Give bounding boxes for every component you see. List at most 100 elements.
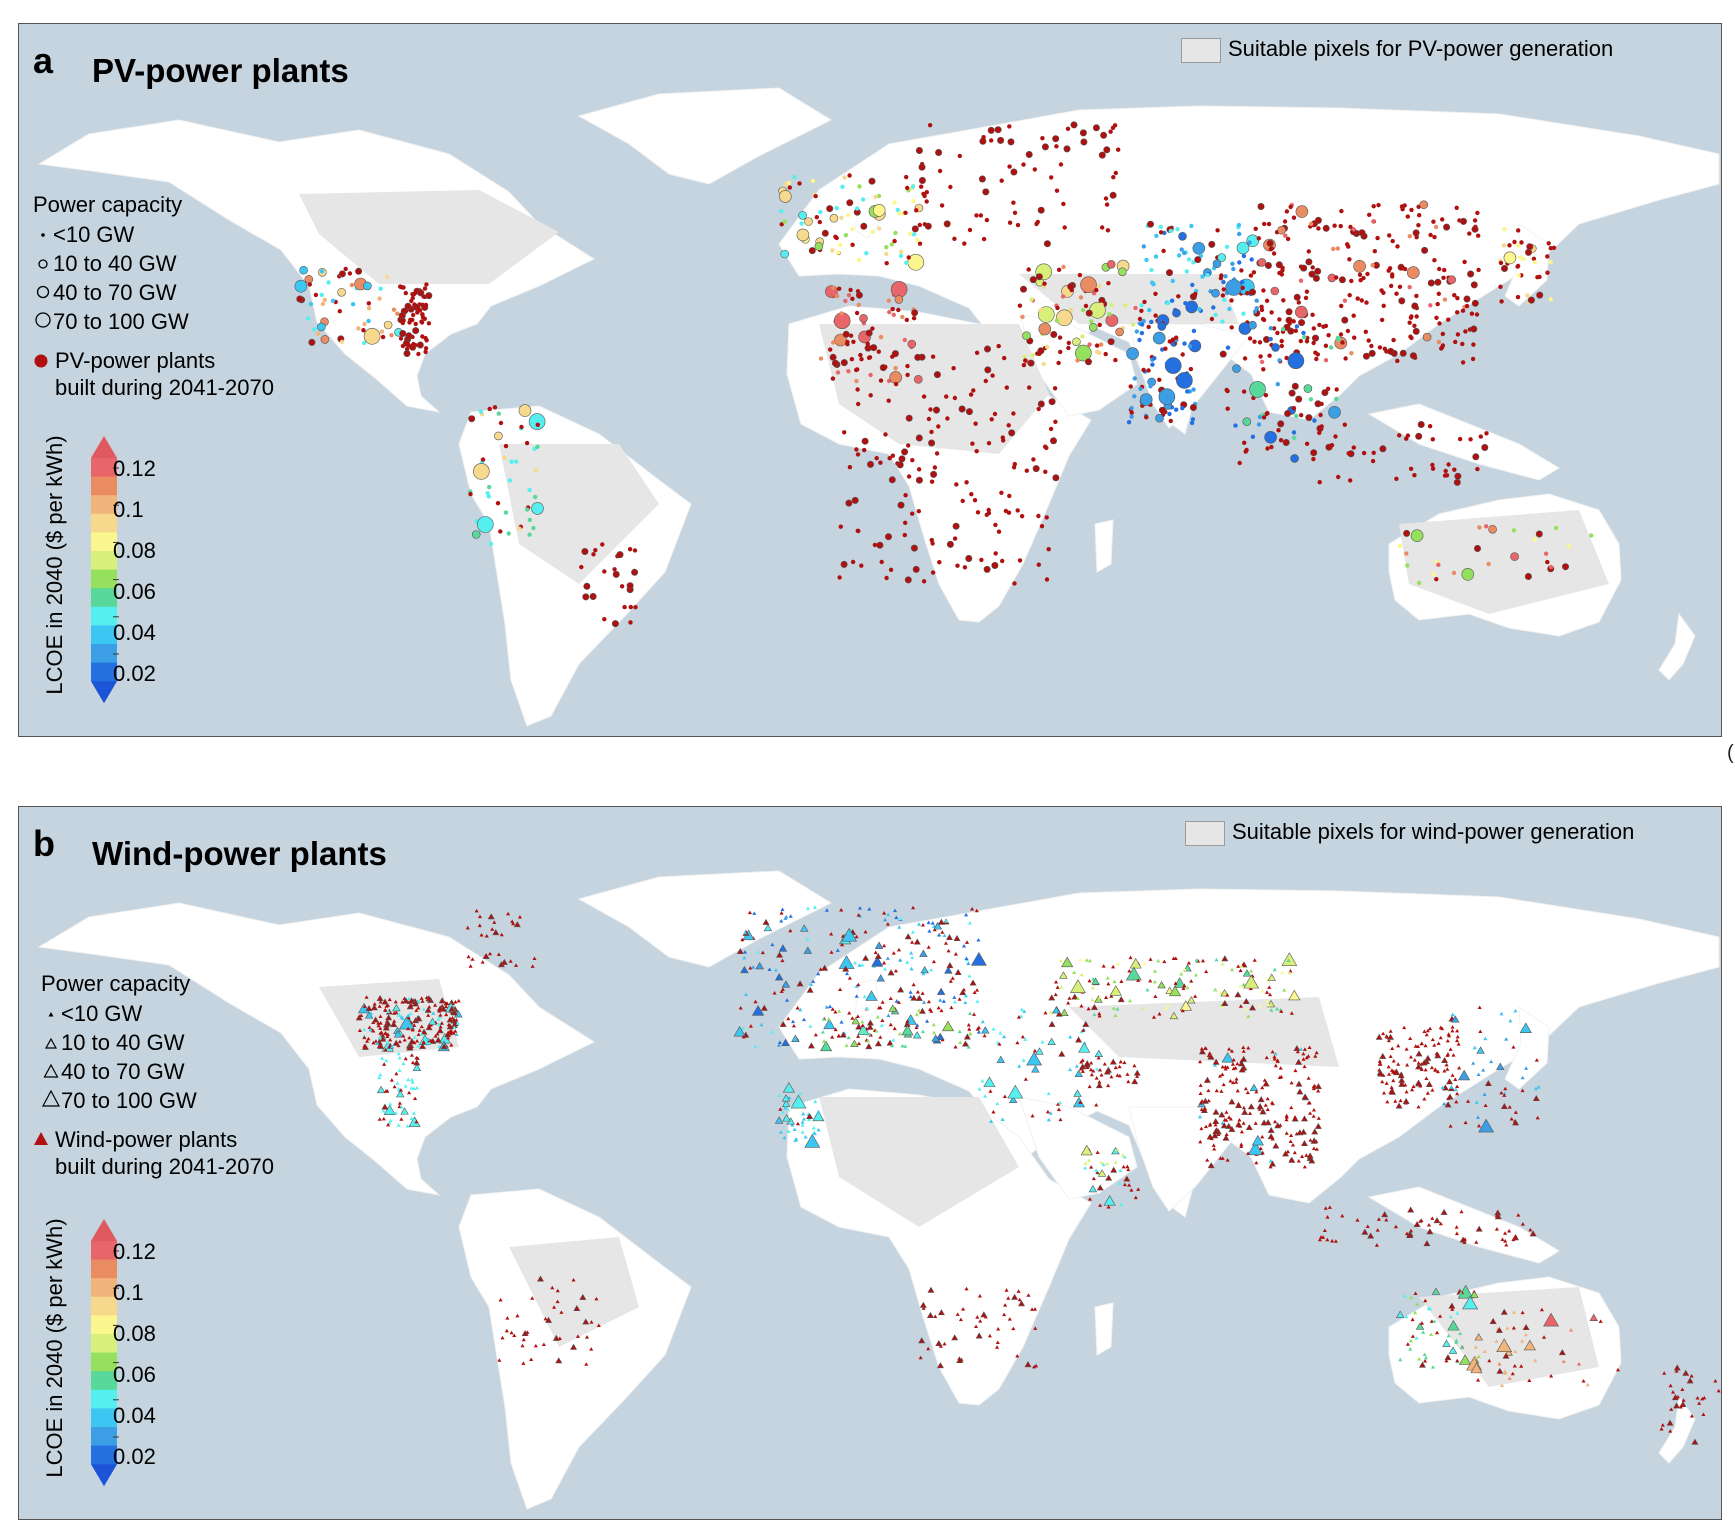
wind-plant-marker — [1212, 1108, 1220, 1115]
pv-plant-marker — [1146, 379, 1152, 385]
pv-plant-marker — [1363, 329, 1369, 334]
pv-plant-marker — [1298, 319, 1306, 327]
wind-plant-marker — [1008, 1095, 1018, 1103]
pv-plant-marker — [1021, 162, 1026, 167]
pv-plant-marker — [1109, 191, 1117, 199]
wind-plant-marker — [1495, 1326, 1503, 1333]
pv-plant-marker — [391, 307, 397, 312]
pv-plant-marker — [1308, 397, 1314, 402]
pv-plant-marker — [403, 290, 408, 296]
wind-plant-marker — [1524, 1066, 1529, 1070]
wind-plant-marker — [1440, 1208, 1448, 1215]
wind-plant-marker — [1455, 1084, 1460, 1089]
wind-plant-marker — [1484, 1080, 1492, 1087]
wind-plant-marker — [1234, 991, 1242, 998]
wind-plant-marker — [898, 958, 903, 962]
pv-plant-marker — [1174, 407, 1179, 412]
pv-plant-marker — [1148, 384, 1153, 389]
wind-plant-marker — [1103, 1068, 1111, 1075]
wind-plant-marker — [777, 1093, 782, 1097]
wind-plant-marker — [355, 1014, 363, 1021]
pv-plant-marker — [410, 295, 415, 301]
wind-plant-marker — [389, 1044, 395, 1049]
wind-plant-marker — [1198, 1083, 1203, 1087]
wind-plant-marker — [1431, 1287, 1441, 1295]
pv-plant-marker — [1434, 278, 1442, 286]
pv-plant-marker — [808, 247, 816, 255]
wind-plant-marker — [854, 934, 859, 939]
wind-plant-marker — [1304, 1153, 1309, 1157]
pv-plant-marker — [1062, 225, 1067, 230]
wind-plant-marker — [1136, 978, 1141, 982]
pv-plant-marker — [1129, 414, 1134, 419]
pv-plant-marker — [780, 249, 790, 259]
wind-plant-marker — [1568, 1328, 1574, 1332]
pv-plant-marker — [1031, 457, 1036, 462]
pv-plant-marker — [1237, 260, 1242, 265]
pv-plant-marker — [1189, 403, 1197, 411]
wind-plant-marker — [1513, 1008, 1518, 1013]
capacity-item: 10 to 40 GW — [33, 251, 177, 279]
pv-plant-marker — [1149, 267, 1154, 273]
wind-plant-marker — [1221, 955, 1229, 962]
wind-plant-marker — [1425, 1028, 1430, 1033]
wind-plant-marker — [1268, 1158, 1273, 1163]
wind-plant-marker — [969, 979, 977, 986]
pv-plant-marker — [1037, 347, 1045, 355]
pv-plant-marker — [1317, 430, 1322, 435]
wind-plant-marker — [1701, 1412, 1706, 1416]
wind-plant-marker — [1173, 981, 1178, 985]
pv-plant-marker — [514, 459, 519, 464]
pv-plant-marker — [887, 456, 892, 461]
pv-plant-marker — [1463, 295, 1471, 303]
wind-plant-marker — [796, 980, 804, 987]
pv-plant-marker — [1321, 389, 1329, 397]
wind-plant-marker — [1423, 1043, 1428, 1048]
pv-plant-marker — [308, 338, 316, 346]
wind-plant-marker — [1385, 1099, 1390, 1104]
pv-plant-marker — [1007, 124, 1012, 129]
wind-plant-marker — [378, 1031, 383, 1035]
wind-plant-marker — [1475, 1115, 1481, 1119]
pv-plant-marker — [1224, 244, 1230, 249]
pv-plant-marker — [1017, 303, 1023, 308]
pv-plant-marker — [967, 227, 973, 233]
wind-plant-marker — [1098, 995, 1103, 999]
pv-plant-marker — [1269, 444, 1274, 450]
wind-plant-marker — [1129, 957, 1142, 969]
suitable-pixels-area — [819, 1097, 1019, 1227]
wind-plant-marker — [763, 923, 773, 932]
wind-plant-marker — [865, 1038, 870, 1043]
wind-plant-marker — [1290, 1142, 1296, 1147]
pv-plant-marker — [1113, 170, 1119, 176]
wind-plant-marker — [1115, 1147, 1120, 1152]
wind-plant-marker — [1157, 1011, 1162, 1016]
wind-plant-marker — [1308, 1138, 1313, 1142]
pv-plant-marker — [503, 443, 509, 449]
pv-plant-marker — [1475, 466, 1480, 472]
wind-plant-marker — [779, 911, 784, 915]
pv-plant-marker — [1543, 551, 1549, 556]
wind-plant-marker — [921, 1306, 926, 1310]
pv-plant-marker — [416, 341, 424, 349]
pv-plant-marker — [1472, 453, 1480, 461]
wind-plant-marker — [1381, 1211, 1389, 1218]
pv-plant-marker — [1397, 433, 1402, 438]
colorbar-segment — [91, 532, 117, 552]
wind-plant-marker — [1011, 1326, 1016, 1331]
wind-plant-marker — [1444, 1062, 1449, 1067]
wind-plant-marker — [406, 1013, 411, 1017]
wind-plant-marker — [386, 1009, 391, 1014]
wind-plant-marker — [770, 1030, 775, 1034]
wind-plant-marker — [1281, 952, 1298, 966]
wind-plant-marker — [1086, 1158, 1092, 1162]
wind-plant-marker — [1249, 1083, 1259, 1092]
wind-plant-marker — [1507, 1376, 1512, 1380]
pv-plant-marker — [1453, 478, 1461, 486]
pv-plant-marker — [1132, 394, 1137, 399]
pv-plant-marker — [1277, 317, 1282, 322]
pv-plant-marker — [924, 190, 929, 195]
wind-plant-marker — [1152, 979, 1157, 984]
pv-plant-marker — [842, 175, 847, 180]
wind-plant-marker — [1218, 991, 1223, 995]
